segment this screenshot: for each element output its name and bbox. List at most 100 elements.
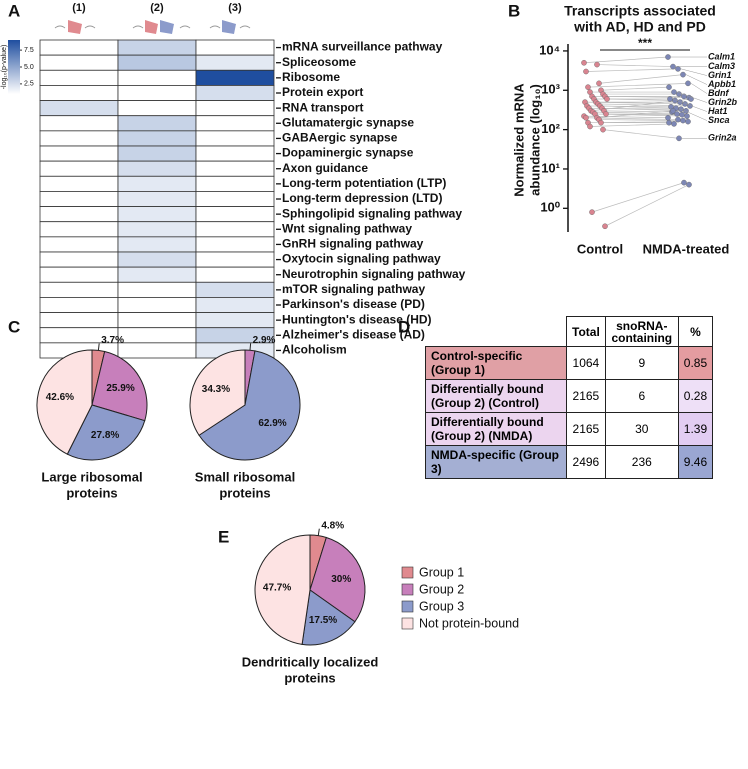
row-label: Parkinson's disease (PD) [282,297,425,311]
slice-label: 2.9% [253,335,276,346]
row-label: Neurotrophin signaling pathway [282,267,466,281]
data-point [583,114,589,121]
empty-cell [195,160,275,177]
empty-cell [39,236,119,253]
empty-cell [195,221,275,238]
table-cell: 6 [604,379,679,413]
data-point [676,91,682,97]
row-label: mRNA surveillance pathway [282,40,443,54]
empty-cell [39,69,119,86]
row-label: RNA transport [282,100,364,114]
heatmap-cell [117,39,197,56]
table-cell: NMDA-specific (Group 3) [425,445,567,479]
empty-cell [39,191,119,207]
empty-cell [117,297,197,313]
empty-cell [39,85,119,101]
label-leader [676,91,708,103]
column-label: (2) [150,2,164,14]
table-row: Differentially bound (Group 2) (Control)… [425,379,714,413]
pair-line [594,113,688,117]
panel-label: E [218,527,229,546]
empty-cell [39,312,119,329]
panel-label: D [398,317,410,336]
heatmap-cell [195,69,275,86]
row-label: Long-term potentiation (LTP) [282,176,446,190]
label-leader [97,343,100,351]
pair-line [585,68,679,72]
legend-label: Not protein-bound [419,616,519,630]
pair-line [604,96,690,98]
empty-cell [39,39,119,56]
data-point [671,89,677,95]
heatmap-cell [195,312,275,329]
point-label: Snca [708,115,730,125]
table-cell: 0.85 [677,346,714,380]
pie-slice [91,350,148,422]
data-point [685,118,691,125]
empty-cell [39,160,119,177]
empty-cell [39,54,119,71]
pie-slice [309,536,366,623]
empty-cell [39,297,119,313]
data-point [596,80,602,87]
pie-slice [198,350,301,461]
colorbar-label: -log₁₀(p-value) [1,45,8,90]
row-label: Axon guidance [282,161,368,175]
header-row: Total snoRNA-containing% [426,316,714,347]
data-point [594,61,600,68]
label-leader [690,83,708,94]
point-label: Calm3 [708,61,735,71]
table-cell: 236 [604,445,679,479]
data-point [581,59,587,66]
pie-slice [189,349,246,436]
empty-cell [195,130,275,147]
data-point [587,123,593,130]
colorbar-tick-label: 5.0 [24,64,34,71]
table-cell: Control-specific (Group 1) [425,346,567,380]
data-point [684,113,690,119]
slice-label: 25.9% [106,383,134,394]
data-point [602,223,608,230]
pair-line [589,123,675,127]
empty-cell [39,251,119,268]
row-label: Spliceosome [282,55,356,69]
table-cell: 2165 [566,379,606,413]
slice-label: 4.8% [321,520,344,531]
empty-cell [195,206,275,223]
table-cell: 0.28 [677,379,714,413]
empty-cell [195,115,275,132]
pair-line [584,101,686,105]
slice-label: 47.7% [263,582,291,593]
data-point [676,135,682,142]
table-row: Control-specific (Group 1) 1064 9 0.85 [425,346,714,380]
colorbar-tick-label: 2.5 [24,81,34,88]
empty-cell [39,206,119,223]
slice-label: 27.8% [91,430,119,441]
row-label: Alzheimer's disease (AD) [282,327,425,341]
point-label: Bdnf [708,88,729,98]
empty-cell [195,145,275,162]
column-label: (1) [72,2,86,14]
row-label: Oxytocin signaling pathway [282,252,441,266]
empty-cell [195,39,275,56]
data-point [686,181,692,188]
panel-label: C [8,317,20,336]
pair-line [606,98,676,101]
data-point [666,84,672,90]
data-point [589,209,595,215]
point-label: Grin1 [708,70,732,80]
empty-cell [39,221,119,238]
row-label: Protein export [282,85,363,99]
legend-label: Group 2 [419,582,464,596]
data-point [583,68,589,75]
pair-line [599,105,677,109]
row-label: Sphingolipid signaling pathway [282,206,462,220]
empty-cell [195,175,275,192]
data-point [600,126,606,133]
point-label: Grin2a [708,133,737,143]
table-cell: 2496 [566,445,606,479]
colorbar [8,40,20,94]
table-cell: Differentially bound (Group 2) (NMDA) [425,412,567,446]
point-label: Grin2b [708,97,738,107]
